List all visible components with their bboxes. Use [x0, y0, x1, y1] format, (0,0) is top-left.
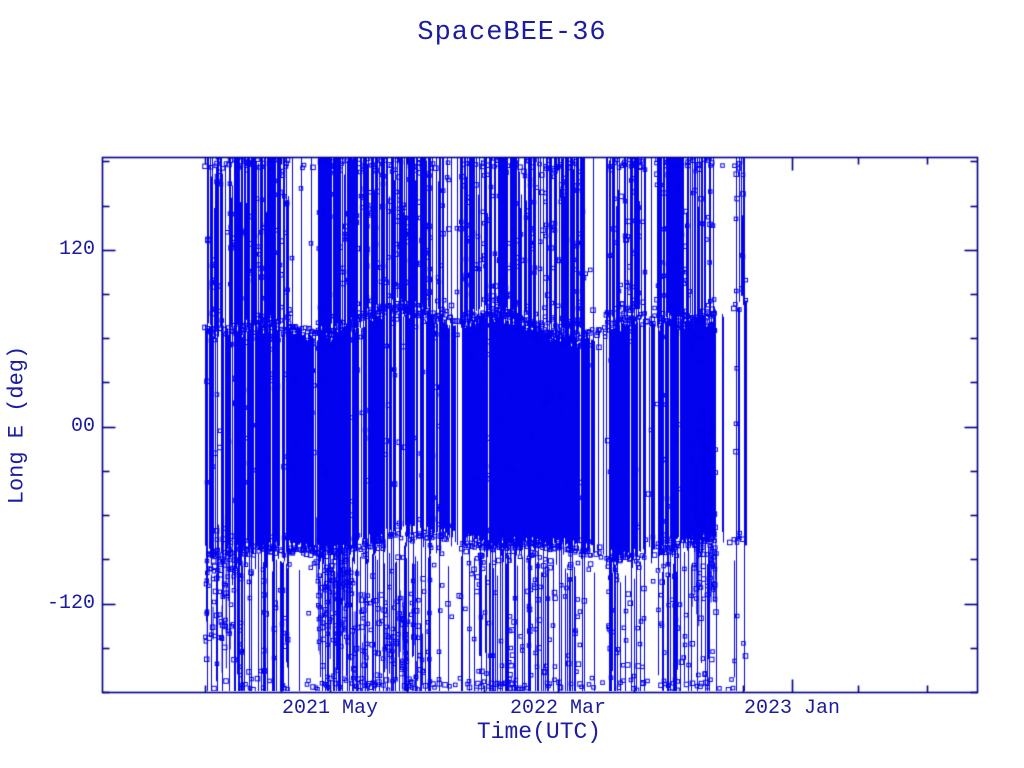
x-tick-label-2021-may: 2021 May — [282, 697, 379, 720]
x-axis-title: Time(UTC) — [476, 719, 602, 745]
x-tick-label-2022-mar: 2022 Mar — [509, 697, 606, 720]
x-tick-label-2023-jan: 2023 Jan — [744, 697, 841, 720]
chart-title: SpaceBEE-36 — [417, 18, 607, 48]
y-tick-label-00: 00 — [70, 414, 95, 438]
y-tick-label-120: 120 — [58, 237, 95, 261]
y-tick-label-neg120: -120 — [46, 591, 95, 615]
